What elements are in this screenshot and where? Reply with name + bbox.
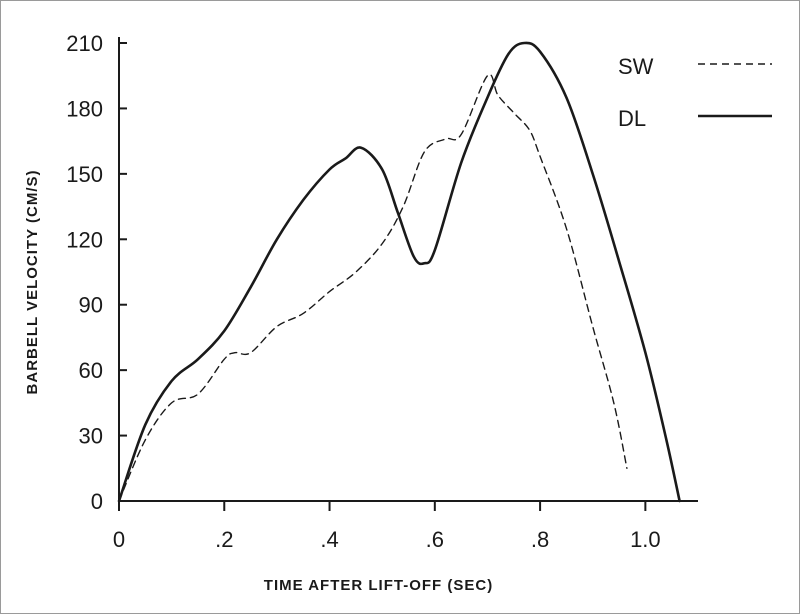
x-tick-label: 1.0	[630, 527, 661, 552]
x-tick-label: .4	[320, 527, 338, 552]
y-axis-title: BARBELL VELOCITY (CM/S)	[24, 170, 41, 395]
x-tick-label: .2	[215, 527, 233, 552]
y-tick-label: 180	[66, 96, 103, 121]
y-tick-label: 30	[79, 424, 103, 449]
x-axis-title: TIME AFTER LIFT-OFF (SEC)	[264, 577, 493, 594]
axes: 0 30 60 90 120 150 180 210 0 .2 .4 .6 .8 1.0	[66, 31, 698, 552]
y-tick-label: 90	[79, 293, 103, 318]
y-tick-label: 120	[66, 227, 103, 252]
series-lines	[117, 41, 681, 503]
x-tick-label: 0	[113, 527, 125, 552]
y-tick-label: 0	[91, 489, 103, 514]
legend-label-dl: DL	[618, 106, 646, 131]
series-line-sw	[118, 73, 628, 502]
y-tick-label: 210	[66, 31, 103, 56]
series-line-dl	[117, 41, 681, 503]
y-tick-label: 60	[79, 358, 103, 383]
legend: SW DL	[618, 54, 772, 131]
legend-label-sw: SW	[618, 54, 654, 79]
x-tick-label: .6	[426, 527, 444, 552]
x-tick-label: .8	[531, 527, 549, 552]
y-tick-label: 150	[66, 162, 103, 187]
